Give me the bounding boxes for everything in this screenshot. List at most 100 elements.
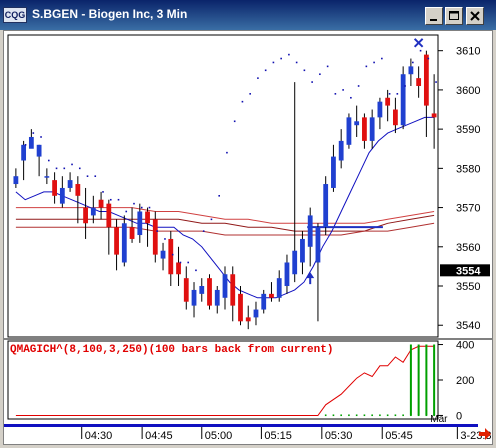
time-tick-label: 05:30 (325, 430, 353, 442)
scroll-right-arrow-icon[interactable] (478, 428, 492, 440)
minimize-icon (430, 19, 437, 21)
candle-body (431, 113, 437, 118)
signal-dot (288, 53, 290, 56)
signal-dot (427, 57, 430, 60)
candle-body (261, 293, 267, 310)
candle-body (385, 97, 391, 106)
indicator-title: QMAGICH^(8,100,3,250)(100 bars back from… (10, 344, 333, 356)
candle-body (346, 117, 352, 145)
candle-body (276, 278, 282, 298)
candle-body (199, 286, 205, 294)
candle-body (90, 207, 96, 216)
signal-dot (311, 81, 313, 83)
candle-body (168, 238, 174, 275)
sell-marker-icon (413, 38, 424, 48)
candle-body (245, 317, 251, 322)
signal-dot (55, 167, 58, 170)
candle-body (253, 309, 259, 318)
price-pane-border (7, 34, 439, 338)
indicator-tick-label: 200 (456, 375, 474, 387)
candle-body (338, 140, 344, 161)
candle-body (176, 262, 181, 275)
chart-canvas[interactable]: 3540 3550 3560 3570 3580 3590 3600 3610 3554 QMAG… (4, 31, 492, 444)
signal-dot (24, 144, 27, 146)
signal-dot (218, 195, 220, 197)
signal-dot (342, 89, 344, 91)
candle-body (377, 101, 383, 118)
buy-arrow-icon (306, 272, 315, 285)
candle-body (392, 109, 398, 126)
candle-body (369, 117, 375, 141)
indicator-tick-label: 0 (456, 410, 462, 422)
candle-body (52, 180, 58, 196)
candle-body (44, 176, 50, 178)
signal-dot (102, 191, 104, 193)
time-axis-scrollbar (4, 424, 478, 427)
signal-dot (171, 253, 174, 256)
indicator-tick-label: 400 (456, 340, 474, 352)
time-tick-label: 04:45 (145, 430, 173, 442)
title-bar[interactable]: CQG S.BGEN - Biogen Inc, 3 Min (0, 0, 496, 30)
candle-body (331, 156, 336, 188)
candle-body (21, 144, 27, 161)
signal-dot (435, 81, 437, 83)
candle-body (292, 250, 298, 275)
candle-body (83, 207, 88, 224)
signal-dot (164, 238, 166, 240)
signal-dot (334, 93, 337, 95)
candle-body (416, 78, 422, 86)
price-tick-label: 3600 (456, 85, 480, 97)
signal-dot (295, 61, 298, 64)
candle-body (137, 211, 143, 236)
month-label: Mar (430, 414, 448, 425)
candle-body (362, 117, 367, 141)
signal-dot (202, 230, 205, 232)
indicator-dot (371, 414, 373, 417)
signal-dot (241, 100, 244, 103)
signal-dot (71, 163, 73, 166)
signal-dot (47, 159, 50, 162)
price-tick-label: 3590 (456, 124, 480, 136)
price-tick-label: 3550 (456, 281, 480, 293)
candle-body (307, 215, 313, 247)
price-tick-label: 3540 (456, 320, 480, 332)
indicator-dot (348, 414, 350, 417)
time-tick-label: 05:45 (385, 430, 413, 442)
signal-dot (264, 69, 267, 72)
candle-body (207, 278, 212, 306)
signal-dot (210, 218, 213, 221)
signal-dot (233, 120, 236, 123)
candle-body (67, 180, 73, 188)
price-tick-label: 3580 (456, 163, 480, 175)
signal-dot (195, 269, 197, 272)
signal-dot (381, 57, 383, 60)
close-button[interactable] (466, 7, 484, 25)
signal-dot (257, 77, 259, 79)
chart-frame: 3540 3550 3560 3570 3580 3590 3600 3610 3554 QMAG… (3, 30, 493, 445)
candle-body (59, 187, 65, 204)
candle-body (121, 223, 127, 263)
minimize-button[interactable] (425, 7, 443, 25)
indicator-dot (332, 414, 335, 417)
candle-body (36, 144, 42, 157)
signal-dot (109, 198, 112, 201)
candle-body (98, 199, 104, 208)
candle-body (400, 74, 406, 126)
signal-dot (419, 49, 422, 52)
signal-dot (350, 96, 352, 99)
maximize-button[interactable] (445, 7, 463, 25)
moving-average-darkred (15, 214, 435, 232)
moving-average-red (15, 207, 435, 224)
maximize-icon (449, 11, 459, 20)
candle-body (323, 184, 329, 228)
signal-dot (140, 206, 143, 209)
signal-dot (187, 261, 190, 264)
signal-dot (40, 136, 42, 138)
signal-dot (94, 175, 97, 177)
indicator-dot (386, 414, 389, 417)
signal-dot (63, 167, 66, 170)
signal-dot (272, 61, 275, 64)
signal-dot (156, 230, 159, 232)
indicator-dot (402, 414, 404, 417)
